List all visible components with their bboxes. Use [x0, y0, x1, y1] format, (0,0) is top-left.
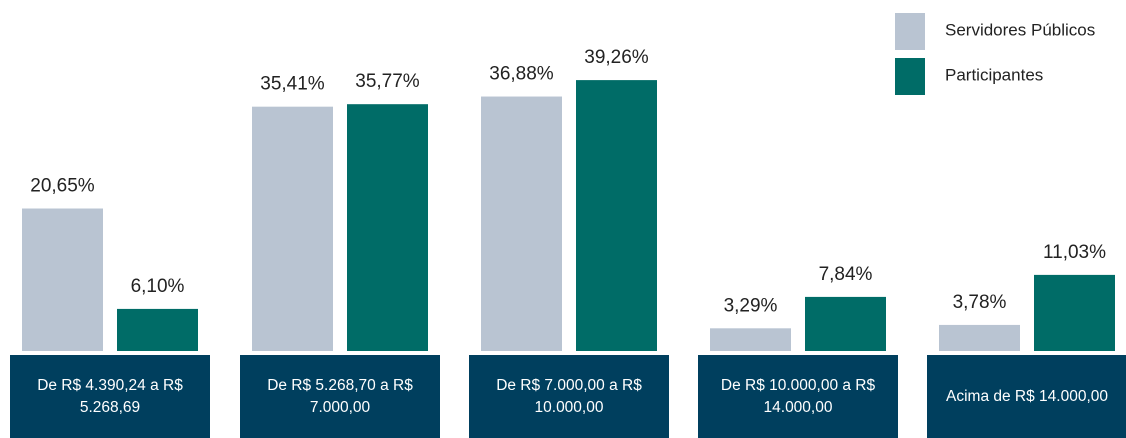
value-label: 36,88%: [489, 64, 554, 85]
bar: [1034, 274, 1115, 351]
category-label: De R$ 7.000,00 a R$ 10.000,00: [469, 355, 669, 438]
value-label: 3,29%: [724, 295, 778, 316]
category-label: De R$ 4.390,24 a R$ 5.268,69: [10, 355, 210, 438]
bar: [117, 308, 198, 351]
value-label: 11,03%: [1043, 242, 1106, 263]
bar: [805, 296, 886, 351]
bar: [710, 328, 791, 351]
value-label: 3,78%: [953, 292, 1007, 313]
value-label: 39,26%: [584, 47, 649, 68]
value-label: 35,41%: [260, 74, 325, 95]
bar: [347, 104, 428, 351]
category-label: De R$ 10.000,00 a R$ 14.000,00: [698, 355, 898, 438]
category-label: De R$ 5.268,70 a R$ 7.000,00: [240, 355, 440, 438]
legend-swatch: [895, 13, 925, 50]
legend-label: Servidores Públicos: [945, 20, 1095, 39]
value-label: 35,77%: [355, 71, 420, 92]
bar: [939, 324, 1020, 351]
category-label: Acima de R$ 14.000,00: [927, 355, 1126, 438]
bar: [22, 208, 103, 351]
bar: [576, 80, 657, 351]
bar: [252, 106, 333, 352]
legend-swatch: [895, 58, 925, 95]
value-label: 6,10%: [131, 276, 185, 297]
value-label: 7,84%: [819, 264, 873, 285]
value-label: 20,65%: [30, 176, 95, 197]
legend-label: Participantes: [945, 65, 1043, 84]
bar: [481, 96, 562, 351]
